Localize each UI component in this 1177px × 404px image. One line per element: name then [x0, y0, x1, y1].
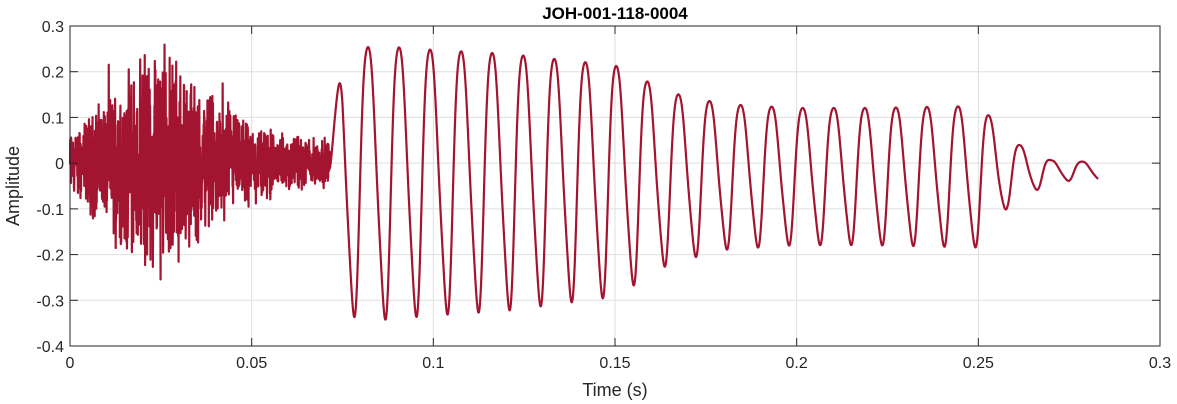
x-tick-label: 0.2 — [786, 355, 808, 372]
x-tick-label: 0 — [66, 355, 75, 372]
y-tick-label: 0 — [55, 156, 64, 173]
y-tick-label: 0.2 — [42, 65, 64, 82]
y-tick-label: 0.1 — [42, 110, 64, 127]
y-tick-label: -0.3 — [36, 293, 64, 310]
y-tick-label: -0.1 — [36, 202, 64, 219]
y-axis-label: Amplitude — [3, 146, 23, 226]
x-tick-label: 0.3 — [1149, 355, 1171, 372]
y-tick-label: 0.3 — [42, 19, 64, 36]
x-axis-label: Time (s) — [582, 380, 647, 400]
x-tick-label: 0.1 — [422, 355, 444, 372]
waveform-line — [68, 43, 1100, 321]
ticks: 0 0.05 0.1 0.15 0.2 0.25 0.3 -0.4 -0.3 -0.2 -0.1 0 0… — [36, 19, 1171, 372]
x-tick-label: 0.05 — [236, 355, 267, 372]
y-tick-label: -0.4 — [36, 339, 64, 356]
x-tick-label: 0.25 — [963, 355, 994, 372]
x-tick-label: 0.15 — [599, 355, 630, 372]
y-tick-label: -0.2 — [36, 248, 64, 265]
chart-title: JOH-001-118-0004 — [542, 4, 688, 23]
